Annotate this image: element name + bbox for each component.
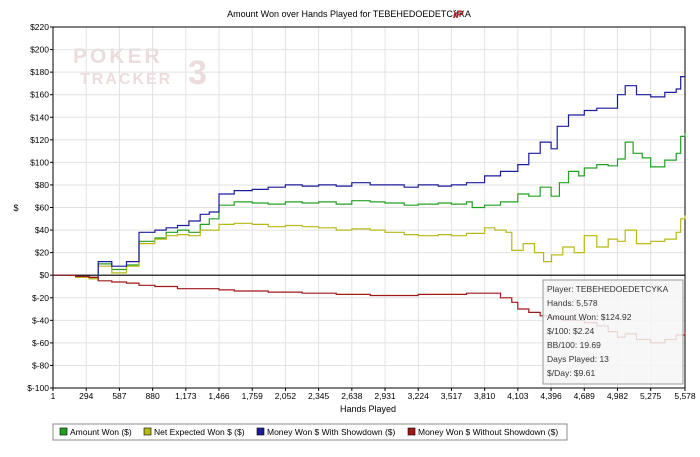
y-axis-label: $ — [13, 203, 18, 213]
x-tick-label: 4,103 — [507, 391, 529, 401]
x-tick-label: 2,638 — [341, 391, 363, 401]
legend-item-amount-won[interactable]: Amount Won ($) — [59, 427, 132, 437]
y-tick-label: $40 — [35, 225, 49, 235]
plot-border — [52, 26, 686, 389]
x-tick-label: 2,345 — [308, 391, 330, 401]
y-tick-label: $80 — [35, 180, 49, 190]
y-tick-label: $-80 — [32, 360, 49, 370]
x-tick-label: 5,275 — [640, 391, 662, 401]
x-tick-label: 1 — [51, 391, 56, 401]
x-tick-label: 1,759 — [242, 391, 264, 401]
x-tick-label: 587 — [112, 391, 126, 401]
legend-item-money-won-without-showdown[interactable]: Money Won $ Without Showdown ($) — [407, 427, 558, 437]
tooltip-hands: Hands: 5,578 — [547, 298, 598, 308]
y-tick-label: $180 — [30, 67, 49, 77]
x-tick-label: 3,517 — [441, 391, 463, 401]
y-tick-label: $-60 — [32, 338, 49, 348]
y-tick-label: $140 — [30, 112, 49, 122]
y-tick-label: $220 — [30, 22, 49, 32]
x-tick-label: 5,578 — [674, 391, 696, 401]
series-line-net-expected-won — [53, 215, 686, 280]
x-tick-label: 1,173 — [175, 391, 197, 401]
y-tick-label: $100 — [30, 157, 49, 167]
stats-tooltip: Player: TEBEHEDOEDETCYKA Hands: 5,578 Am… — [542, 279, 684, 385]
axes: $-100 $-80 $-60 $-40 $-20 $0 $20 $40 $60 $80 $100 $… — [27, 22, 696, 401]
x-tick-label: 4,689 — [574, 391, 596, 401]
tooltip-amount-won: Amount Won: $124.92 — [547, 312, 632, 322]
x-tick-label: 3,224 — [408, 391, 430, 401]
pokertracker-watermark-logo: POKER TRACKER 3 — [73, 45, 207, 92]
legend-label-money-won-with-showdown: Money Won $ With Showdown ($) — [267, 427, 396, 437]
watermark-poker-text: POKER — [73, 45, 163, 68]
x-axis-label: Hands Played — [340, 404, 396, 414]
legend-frame — [52, 423, 568, 441]
x-tick-label: 4,982 — [607, 391, 629, 401]
series-line-amount-won — [53, 133, 686, 280]
legend-item-net-expected-won[interactable]: Net Expected Won $ ($) — [143, 427, 245, 437]
legend-swatch-money-won-without-showdown — [407, 427, 416, 436]
watermark-version-text: 3 — [188, 54, 207, 92]
tooltip-bb-100: BB/100: 19.69 — [547, 340, 601, 350]
x-tick-label: 3,810 — [474, 391, 496, 401]
tooltip-per-100: $/100: $2.24 — [547, 326, 595, 336]
x-tick-label: 4,396 — [540, 391, 562, 401]
y-tick-label: $-100 — [27, 383, 49, 393]
title-ip-icon: iP — [453, 9, 464, 21]
y-tick-label: $-40 — [32, 315, 49, 325]
y-tick-label: $120 — [30, 135, 49, 145]
tooltip-per-day: $/Day: $9.61 — [547, 368, 595, 378]
tooltip-days-played: Days Played: 13 — [547, 354, 609, 364]
legend-item-money-won-with-showdown[interactable]: Money Won $ With Showdown ($) — [256, 427, 396, 437]
legend-swatch-net-expected-won — [143, 427, 152, 436]
x-tick-label: 880 — [146, 391, 160, 401]
chart-title: Amount Won over Hands Played for TEBEHED… — [227, 9, 471, 19]
x-tick-label: 2,052 — [275, 391, 297, 401]
y-tick-label: $0 — [40, 270, 50, 280]
tooltip-player: Player: TEBEHEDOEDETCYKA — [547, 284, 669, 294]
y-tick-label: $60 — [35, 203, 49, 213]
legend-label-amount-won: Amount Won ($) — [70, 427, 132, 437]
legend: Amount Won ($) Net Expected Won $ ($) Mo… — [52, 423, 568, 441]
watermark-tracker-text: TRACKER — [80, 71, 172, 88]
y-tick-label: $-20 — [32, 293, 49, 303]
y-tick-label: $200 — [30, 45, 49, 55]
legend-swatch-money-won-with-showdown — [256, 427, 265, 436]
y-tick-label: $160 — [30, 90, 49, 100]
x-tick-label: 2,931 — [374, 391, 396, 401]
y-tick-label: $20 — [35, 248, 49, 258]
tooltip-background — [542, 279, 684, 385]
legend-label-net-expected-won: Net Expected Won $ ($) — [154, 427, 245, 437]
series-line-money-won-with-showdown — [53, 76, 685, 278]
x-tick-label: 294 — [79, 391, 93, 401]
legend-label-money-won-without-showdown: Money Won $ Without Showdown ($) — [418, 427, 558, 437]
legend-swatch-amount-won — [59, 427, 68, 436]
x-tick-label: 1,466 — [208, 391, 230, 401]
